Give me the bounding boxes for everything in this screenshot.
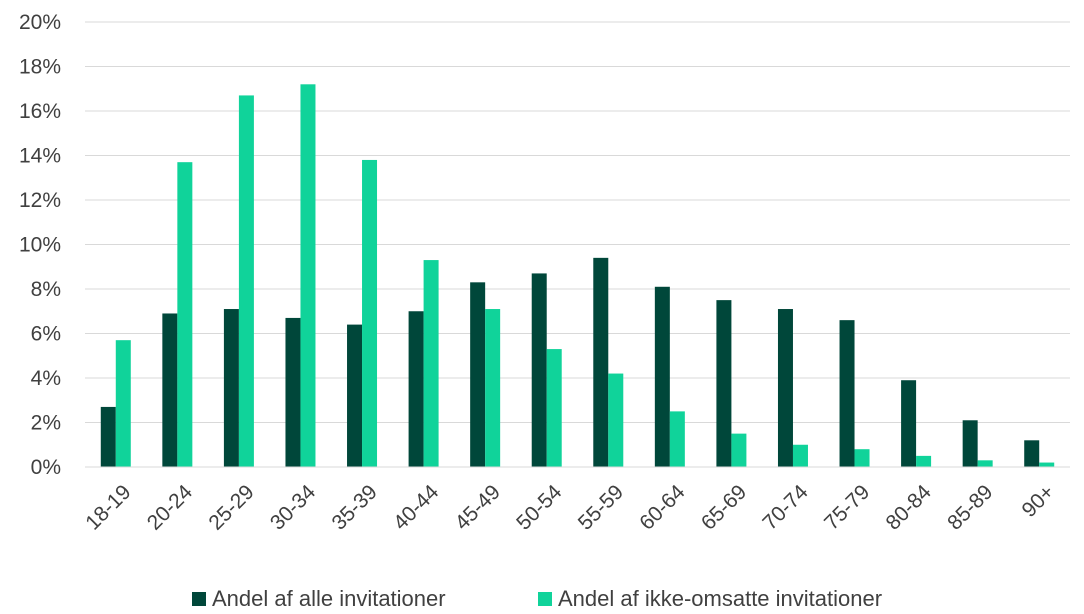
bar-ikke-omsatte-18-19 [115, 340, 131, 467]
x-tick-label: 30-34 [266, 480, 320, 534]
x-tick-label: 60-64 [635, 480, 689, 534]
x-tick-label: 35-39 [328, 480, 382, 534]
y-tick-label: 6% [31, 323, 61, 346]
bar-alle-85-89 [962, 420, 978, 467]
bar-ikke-omsatte-40-44 [423, 260, 439, 467]
bar-chart: 0% 2% 4% 6% 8% 10% 12% 14% 16% 18% 20% 18-19 20-24 2… [19, 11, 1070, 535]
bar-ikke-omsatte-35-39 [362, 159, 378, 467]
y-tick-label: 20% [19, 11, 61, 34]
x-tick-label: 18-19 [81, 480, 135, 534]
bar-alle-45-49 [470, 282, 486, 467]
x-tick-label: 40-44 [389, 480, 443, 534]
legend-label-alle: Andel af alle invitationer [212, 586, 446, 611]
bar-ikke-omsatte-60-64 [669, 411, 685, 467]
bar-ikke-omsatte-50-54 [546, 349, 562, 467]
y-tick-label: 0% [31, 456, 61, 479]
bar-ikke-omsatte-90+ [1039, 462, 1055, 467]
y-tick-label: 4% [31, 367, 61, 390]
bar-alle-30-34 [285, 317, 301, 467]
bar-alle-70-74 [777, 309, 793, 467]
bar-alle-25-29 [223, 309, 239, 467]
bar-alle-55-59 [593, 257, 609, 467]
bar-alle-65-69 [716, 300, 732, 467]
legend-swatch-ikke-omsatte [538, 592, 552, 606]
bar-ikke-omsatte-80-84 [916, 455, 932, 467]
bar-ikke-omsatte-75-79 [854, 449, 870, 467]
legend-label-ikke-omsatte: Andel af ikke-omsatte invitationer [558, 586, 883, 611]
y-tick-label: 12% [19, 189, 61, 212]
x-tick-label: 85-89 [943, 480, 997, 534]
x-tick-label: 75-79 [820, 480, 874, 534]
bar-alle-75-79 [839, 320, 855, 467]
bar-alle-40-44 [408, 311, 424, 467]
x-tick-label: 25-29 [204, 480, 258, 534]
y-tick-label: 8% [31, 278, 61, 301]
bar-ikke-omsatte-30-34 [300, 84, 316, 468]
bar-ikke-omsatte-70-74 [792, 444, 808, 467]
legend-item-ikke-omsatte: Andel af ikke-omsatte invitationer [538, 586, 882, 612]
bars [100, 84, 1055, 468]
bar-alle-20-24 [162, 313, 178, 467]
bar-alle-18-19 [100, 406, 116, 467]
bar-ikke-omsatte-45-49 [485, 309, 501, 467]
x-tick-label: 70-74 [758, 480, 812, 534]
x-tick-label: 90+ [1017, 480, 1058, 521]
bar-ikke-omsatte-55-59 [608, 373, 624, 467]
x-tick-label: 55-59 [574, 480, 628, 534]
bar-ikke-omsatte-25-29 [238, 95, 254, 468]
y-tick-label: 16% [19, 100, 61, 123]
x-axis-tick-labels: 18-19 20-24 25-29 30-34 35-39 40-44 45-49 50-54… [81, 480, 1059, 534]
bar-ikke-omsatte-65-69 [731, 433, 747, 467]
y-tick-label: 14% [19, 145, 61, 168]
bar-alle-90+ [1024, 440, 1040, 467]
y-axis-tick-labels: 0% 2% 4% 6% 8% 10% 12% 14% 16% 18% 20% [19, 11, 61, 479]
x-tick-label: 45-49 [451, 480, 505, 534]
bar-alle-35-39 [347, 324, 363, 467]
legend-item-alle: Andel af alle invitationer [192, 586, 446, 612]
x-tick-label: 65-69 [697, 480, 751, 534]
legend: Andel af alle invitationer Andel af ikke… [0, 584, 1084, 614]
x-tick-label: 50-54 [512, 480, 566, 534]
bar-ikke-omsatte-20-24 [177, 162, 193, 468]
y-tick-label: 2% [31, 412, 61, 435]
y-tick-label: 10% [19, 234, 61, 257]
x-tick-label: 80-84 [882, 480, 936, 534]
bar-alle-50-54 [531, 273, 547, 467]
legend-swatch-alle [192, 592, 206, 606]
bar-alle-80-84 [901, 380, 917, 467]
bar-ikke-omsatte-85-89 [977, 460, 993, 467]
bar-alle-60-64 [654, 286, 670, 467]
x-tick-label: 20-24 [143, 480, 197, 534]
y-tick-label: 18% [19, 56, 61, 79]
